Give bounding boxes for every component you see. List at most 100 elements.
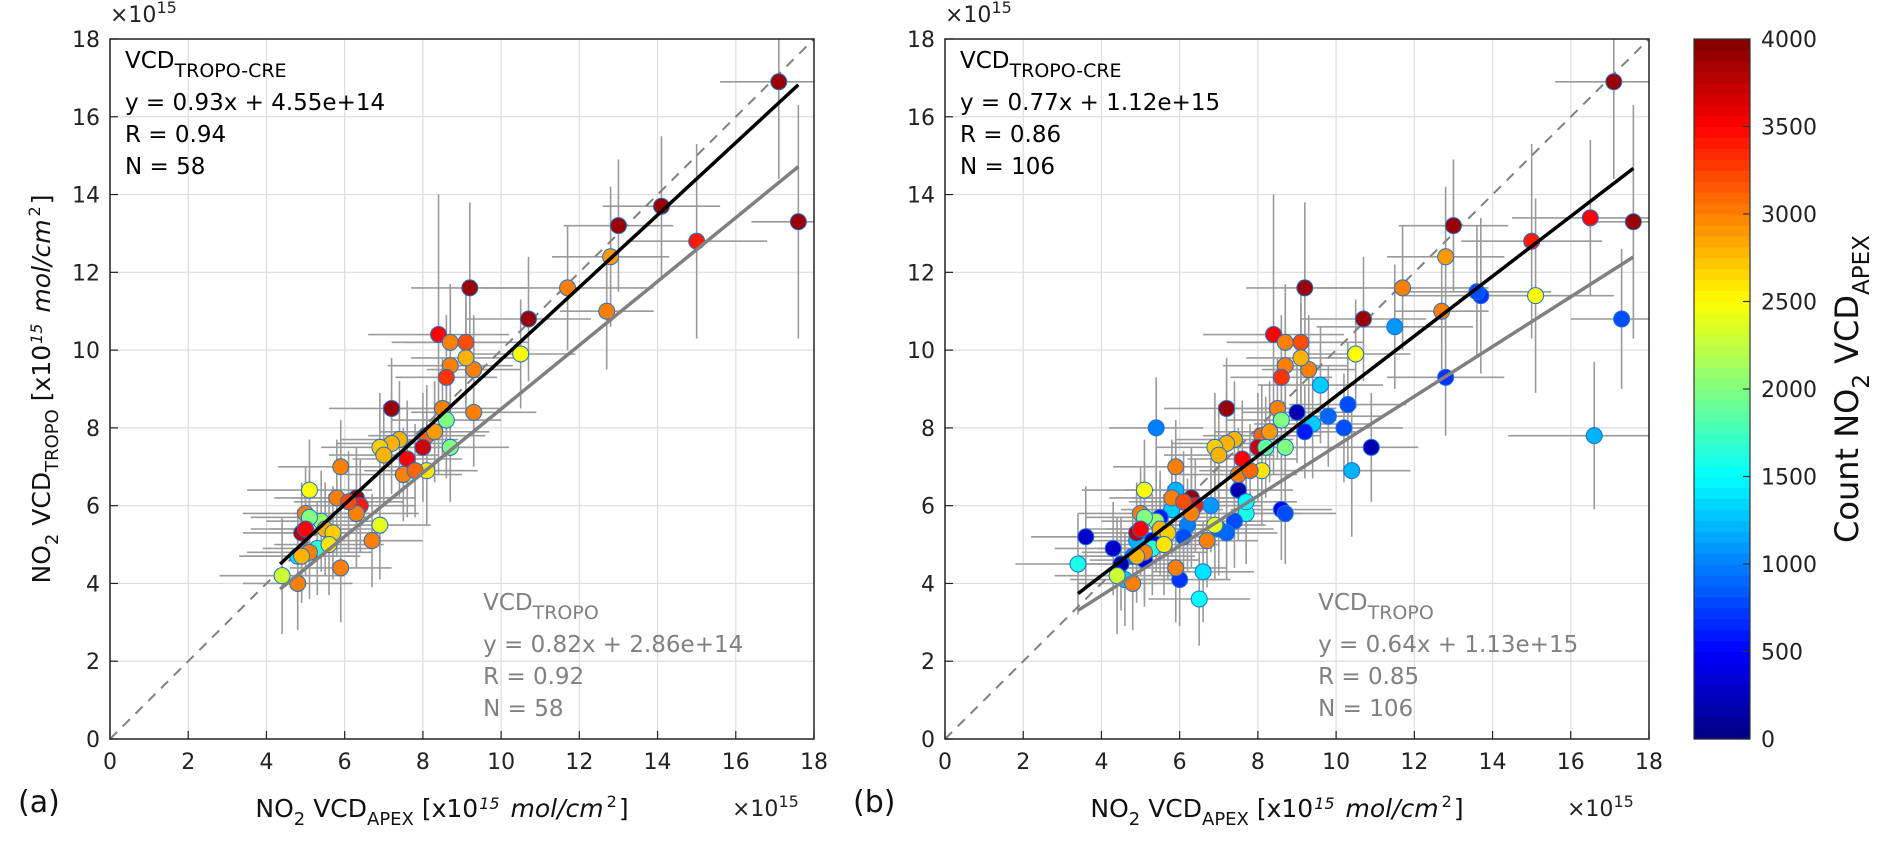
colorbar-segment (1694, 148, 1750, 160)
text-part: 15 (1613, 792, 1633, 811)
data-point (1343, 462, 1361, 480)
text-part: Count NO (1828, 389, 1866, 543)
y-tick-label: 10 (72, 339, 100, 364)
colorbar-segment (1694, 181, 1750, 193)
x-tick-label: 8 (416, 750, 430, 775)
data-point (414, 438, 432, 456)
axes-box (944, 38, 1650, 740)
y-tick-label: 18 (72, 28, 100, 53)
x-tick-label: 6 (1173, 750, 1187, 775)
x-tick-label: 16 (722, 750, 750, 775)
colorbar-segment (1694, 618, 1750, 631)
y-tick-label: 0 (921, 728, 935, 753)
colorbar-tick-label: 0 (1761, 728, 1775, 753)
colorbar-segment (1694, 432, 1750, 445)
data-point (1272, 368, 1290, 386)
colorbar-segment (1694, 553, 1750, 565)
colorbar-segment (1694, 334, 1750, 346)
data-point (1444, 217, 1462, 235)
colorbar-segment (1694, 378, 1750, 390)
data-point (1135, 481, 1153, 499)
text-part: NO (255, 794, 293, 823)
y-tick-label: 18 (907, 28, 935, 53)
colorbar-segment (1694, 389, 1750, 401)
text-part: 2 (1849, 374, 1875, 389)
text-part: 15 (479, 794, 499, 813)
y-tick-label: 2 (921, 650, 935, 675)
data-point (371, 516, 389, 534)
text-part: ×10 (945, 3, 991, 28)
colorbar-segment (1694, 662, 1750, 674)
text-part: APEX (1849, 235, 1875, 295)
text-part: TROPO-CRE (1009, 60, 1122, 82)
data-point (1132, 520, 1150, 538)
x-tick-label: 12 (565, 750, 593, 775)
data-point (1198, 532, 1216, 550)
colorbar-segment (1694, 410, 1750, 423)
data-point (1527, 287, 1545, 305)
y-tick-label: 6 (86, 495, 100, 520)
fit-r: R = 0.94 (125, 122, 226, 148)
colorbar-segment (1694, 421, 1750, 434)
fit-equation: y = 0.82x + 2.86e+14 (483, 632, 743, 658)
colorbar-segment (1694, 629, 1750, 642)
fit-line-tropo (1077, 255, 1635, 612)
text-part: 15 (778, 792, 798, 811)
data-point (430, 326, 448, 344)
data-point (598, 302, 616, 320)
data-point (293, 547, 311, 565)
fit-n: N = 106 (1318, 696, 1413, 722)
text-part: 15 (27, 324, 46, 344)
data-point (457, 349, 475, 367)
fit-name: VCDTROPO-CRE (960, 48, 1122, 82)
x-tick-label: 2 (181, 750, 195, 775)
colorbar-segment (1694, 728, 1750, 740)
colorbar-segment (1694, 257, 1750, 270)
text-part: mol/cm (1338, 794, 1439, 823)
colorbar-tick-label: 1000 (1761, 553, 1817, 578)
x-tick-label: 8 (1251, 750, 1265, 775)
data-point (1104, 539, 1122, 557)
colorbar-tick-label: 2000 (1761, 378, 1817, 403)
colorbar-segment (1694, 607, 1750, 620)
x-tick-label: 10 (1322, 750, 1350, 775)
text-part: ] (619, 794, 629, 823)
data-point (1069, 555, 1087, 573)
colorbar-segment (1694, 487, 1750, 499)
fit-line-tropo-cre (1076, 167, 1635, 596)
fit-name: VCDTROPO (1318, 590, 1434, 624)
data-point (1276, 333, 1294, 351)
x-exponent-label: ×1015 (732, 792, 799, 822)
text-part: ×10 (1567, 797, 1613, 822)
data-point (1605, 73, 1623, 91)
data-point (512, 345, 530, 363)
fit-r: R = 0.85 (1318, 664, 1419, 690)
text-part: TROPO (1367, 602, 1434, 624)
y-tick-label: 16 (907, 106, 935, 131)
data-point (465, 361, 483, 379)
data-point (1225, 512, 1243, 530)
text-part: ×10 (732, 797, 778, 822)
data-point (1167, 458, 1185, 476)
text-part: mol/cm (503, 794, 604, 823)
colorbar-segment (1694, 93, 1750, 106)
text-part: ×10 (110, 3, 156, 28)
colorbar-segment (1694, 706, 1750, 718)
colorbar-segment (1694, 268, 1750, 281)
data-point (1218, 399, 1236, 417)
colorbar-segment (1694, 574, 1750, 587)
data-point (1311, 376, 1329, 394)
colorbar-tick-label: 2500 (1761, 291, 1817, 316)
data-point (1468, 283, 1486, 301)
colorbar-segment (1694, 279, 1750, 292)
y-tick-label: 14 (907, 184, 935, 209)
colorbar-segment (1694, 564, 1750, 576)
text-part: 2 (1129, 809, 1140, 830)
colorbar-segment (1694, 542, 1750, 554)
y-exponent-label: ×1015 (945, 0, 1012, 28)
text-part: ] (27, 195, 56, 205)
text-part: TROPO-CRE (174, 60, 287, 82)
colorbar-segment (1694, 673, 1750, 685)
text-part: 15 (991, 0, 1011, 17)
